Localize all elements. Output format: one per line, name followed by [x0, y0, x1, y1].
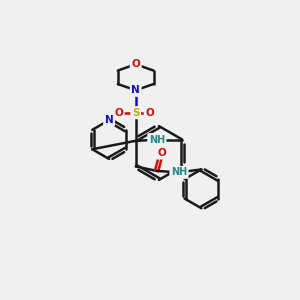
Text: O: O — [145, 108, 154, 118]
Text: N: N — [105, 115, 113, 125]
Text: O: O — [114, 108, 123, 118]
Text: O: O — [157, 148, 166, 158]
Text: NH: NH — [149, 134, 165, 145]
Text: S: S — [132, 108, 140, 118]
Text: O: O — [131, 59, 140, 69]
Text: NH: NH — [171, 167, 187, 177]
Text: N: N — [131, 85, 140, 95]
